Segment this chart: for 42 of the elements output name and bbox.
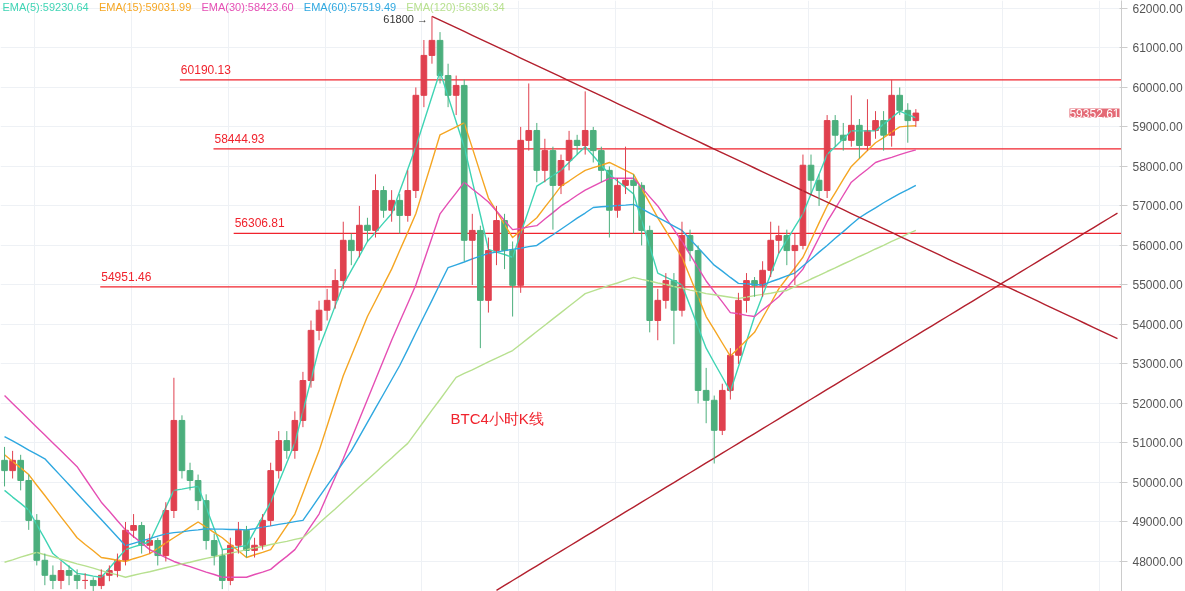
- candlestick: [654, 288, 662, 341]
- candlestick: [581, 90, 589, 156]
- ref-line-label: 58444.93: [214, 131, 265, 146]
- annotation: BTC4小时K线: [450, 409, 544, 427]
- y-tick-label: 57000.00: [1132, 199, 1183, 214]
- candlestick: [452, 75, 460, 116]
- candlestick: [89, 576, 97, 591]
- candlestick: [364, 217, 371, 242]
- y-tick-label: 49000.00: [1132, 515, 1183, 530]
- text: EMA(60):57519.49: [303, 0, 397, 13]
- candlestick: [831, 114, 839, 148]
- ref-line-label: 54951.46: [101, 269, 152, 284]
- y-tick-label: 62000.00: [1132, 1, 1183, 16]
- text: EMA(5):59230.64: [2, 0, 89, 13]
- ref-line-label: 60190.13: [180, 62, 232, 77]
- candlestick: [533, 122, 541, 183]
- y-tick-label: 50000.00: [1132, 475, 1183, 490]
- y-tick-label: 53000.00: [1132, 357, 1183, 372]
- y-tick-label: 56000.00: [1132, 238, 1183, 253]
- text: EMA(30):58423.60: [201, 0, 294, 13]
- candlestick: [702, 367, 710, 424]
- y-tick-label: 59000.00: [1132, 120, 1183, 135]
- candlestick: [710, 395, 718, 464]
- candlestick: [396, 193, 404, 235]
- text: EMA(120):56396.34: [406, 0, 505, 13]
- y-tick-label: 48000.00: [1132, 554, 1183, 569]
- annotation: 59352.61: [1069, 106, 1120, 121]
- line-series: [3, 229, 917, 578]
- candlestick: [468, 213, 476, 286]
- y-tick-label: 58000.00: [1132, 159, 1183, 174]
- y-tick-label: 60000.00: [1132, 80, 1183, 95]
- candlestick: [380, 185, 387, 219]
- y-tick-label: 51000.00: [1132, 436, 1183, 451]
- annotation: 61800 →: [383, 13, 428, 26]
- y-tick-label: 52000.00: [1132, 396, 1183, 411]
- y-tick-label: 55000.00: [1132, 278, 1183, 293]
- ref-line-label: 56306.81: [234, 216, 286, 231]
- candlestick: [493, 205, 500, 266]
- text: EMA(15):59031.99: [99, 0, 192, 13]
- y-tick-label: 54000.00: [1132, 317, 1183, 332]
- candlestick: [283, 430, 291, 460]
- y-tick-label: 61000.00: [1132, 41, 1183, 56]
